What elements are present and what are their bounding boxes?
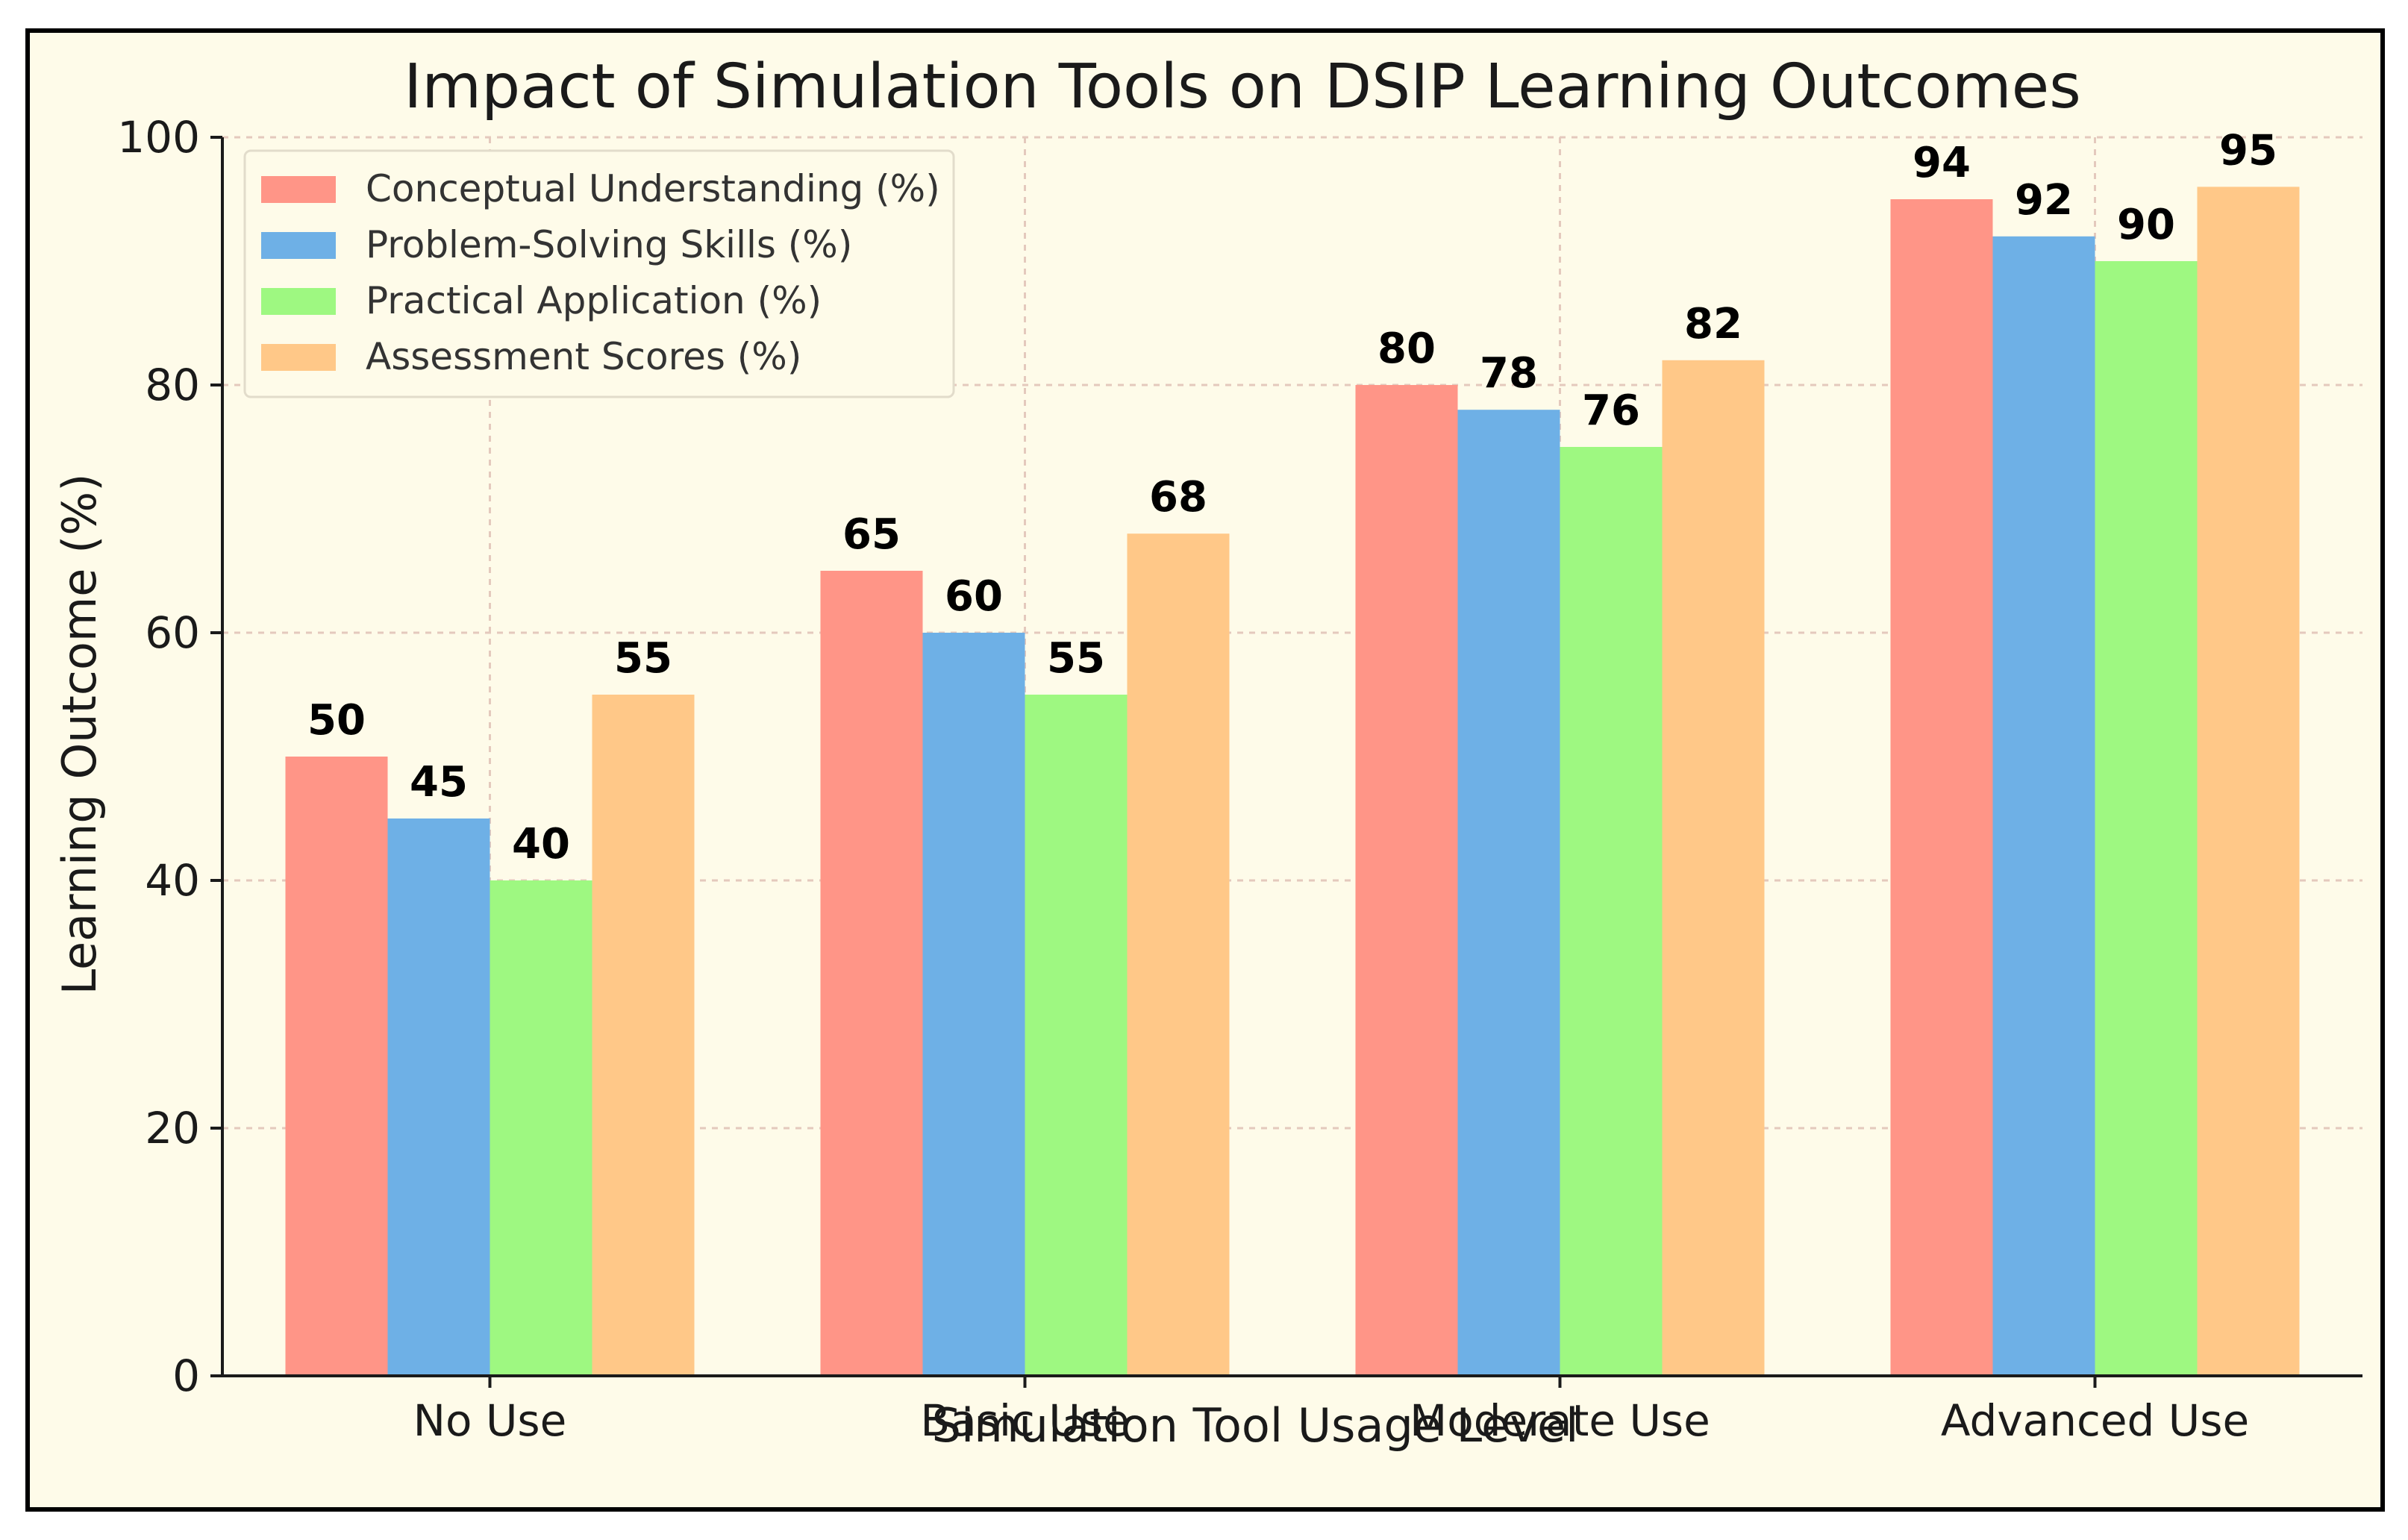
bar-value-label: 80 — [1377, 325, 1436, 373]
bar-moderate-use-series-2 — [1560, 447, 1663, 1376]
axes — [221, 137, 2362, 1377]
bar-no-use-series-0 — [285, 757, 388, 1376]
bars — [285, 187, 2300, 1377]
y-tick-label: 60 — [145, 607, 200, 658]
bar-value-label: 55 — [1047, 634, 1105, 683]
bar-value-label: 50 — [307, 696, 366, 745]
bar-basic-use-series-0 — [820, 571, 923, 1376]
data-labels: 50 45 40 55 65 60 55 68 80 78 76 82 94 92 90 95 — [307, 126, 2277, 868]
bar-value-label: 68 — [1149, 473, 1207, 522]
bar-value-label: 92 — [2015, 176, 2073, 225]
legend-swatch — [261, 232, 336, 259]
bar-value-label: 90 — [2117, 201, 2175, 249]
x-tick-label: Moderate Use — [1410, 1395, 1710, 1446]
bar-moderate-use-series-1 — [1457, 410, 1560, 1377]
x-tick-label: Advanced Use — [1941, 1395, 2249, 1446]
bar-advanced-use-series-3 — [2197, 187, 2300, 1376]
legend-entry-label: Assessment Scores (%) — [366, 335, 801, 378]
bar-advanced-use-series-2 — [2095, 261, 2198, 1376]
x-tick-label: Basic Use — [920, 1395, 1129, 1446]
y-tick-label: 100 — [117, 112, 200, 163]
legend-swatch — [261, 176, 336, 203]
bar-value-label: 40 — [512, 820, 570, 868]
legend: Conceptual Understanding (%) Problem-Solv… — [243, 149, 955, 398]
bar-advanced-use-series-1 — [1992, 236, 2095, 1376]
y-tick-label: 80 — [145, 360, 200, 410]
bar-basic-use-series-1 — [922, 633, 1025, 1376]
bar-basic-use-series-3 — [1127, 533, 1230, 1377]
y-axis-label: Learning Outcome (%) — [52, 474, 107, 995]
bar-value-label: 95 — [2219, 126, 2277, 175]
bar-value-label: 94 — [1913, 139, 1971, 187]
legend-entry-label: Problem-Solving Skills (%) — [366, 223, 852, 266]
tick-labels: 0 20 40 60 80 100 No Use Basic Use Moderate Use A… — [117, 112, 2249, 1446]
chart-title: Impact of Simulation Tools on DSIP Learn… — [404, 51, 2081, 122]
bar-value-label: 45 — [410, 758, 468, 807]
bar-no-use-series-1 — [387, 818, 490, 1376]
bar-basic-use-series-2 — [1025, 695, 1128, 1376]
grouped-bar-chart: Impact of Simulation Tools on DSIP Learn… — [52, 51, 2362, 1453]
x-axis-label: Simulation Tool Usage Level — [932, 1398, 1579, 1453]
bar-no-use-series-2 — [490, 880, 592, 1376]
legend-box — [243, 149, 955, 398]
y-tick-label: 0 — [172, 1350, 200, 1401]
chart-frame: Impact of Simulation Tools on DSIP Learn… — [25, 28, 2385, 1512]
bar-value-label: 76 — [1582, 386, 1640, 435]
bar-moderate-use-series-0 — [1355, 385, 1458, 1376]
x-tick-label: No Use — [413, 1395, 567, 1446]
y-tick-label: 40 — [145, 855, 200, 906]
legend-swatch — [261, 288, 336, 315]
bar-value-label: 65 — [842, 510, 901, 559]
legend-entry-label: Conceptual Understanding (%) — [366, 167, 940, 210]
bar-advanced-use-series-0 — [1890, 199, 1993, 1376]
bar-value-label: 82 — [1684, 300, 1742, 348]
legend-entry-label: Practical Application (%) — [366, 279, 822, 322]
bar-value-label: 60 — [945, 572, 1003, 621]
bar-no-use-series-3 — [592, 695, 695, 1376]
bar-value-label: 78 — [1480, 349, 1538, 398]
y-tick-label: 20 — [145, 1103, 200, 1154]
bar-moderate-use-series-3 — [1662, 360, 1765, 1376]
legend-swatch — [261, 344, 336, 371]
bar-value-label: 55 — [614, 634, 672, 683]
